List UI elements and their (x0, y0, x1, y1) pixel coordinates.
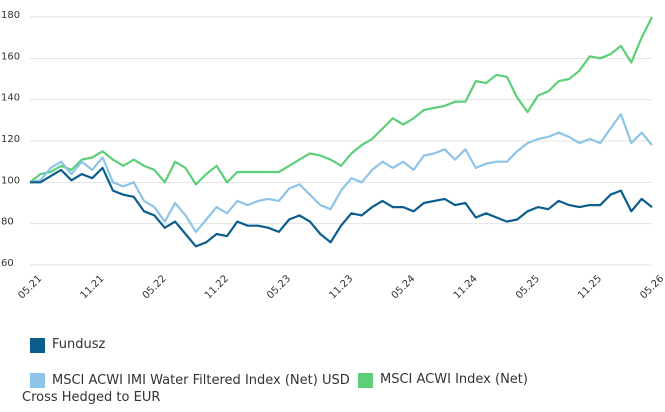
legend-item: Fundusz (30, 337, 105, 353)
legend-label: MSCI ACWI Index (Net) (380, 372, 528, 387)
y-tick-label: 140 (1, 93, 20, 104)
legend-label: Fundusz (52, 337, 106, 352)
series-line (29, 16, 653, 186)
y-tick-label: 60 (1, 258, 14, 269)
x-tick-label: 05.24 (390, 273, 418, 301)
x-tick-label: 11.25 (576, 273, 604, 301)
series-line (29, 112, 653, 233)
legend-swatch (30, 338, 45, 353)
x-tick-label: 05.26 (638, 273, 665, 301)
series-line (30, 166, 653, 248)
x-tick-label: 11.24 (452, 273, 480, 301)
x-tick-label: 11.22 (203, 273, 231, 301)
y-tick-label: 80 (1, 217, 14, 228)
legend-swatch (30, 373, 45, 388)
y-tick-label: 100 (1, 175, 20, 186)
x-tick-label: 05.22 (141, 273, 169, 301)
x-tick-label: 05.21 (16, 273, 44, 301)
legend-item: MSCI ACWI IMI Water Filtered Index (Net)… (22, 372, 350, 406)
x-tick-label: 05.23 (265, 273, 293, 301)
x-tick-label: 11.21 (79, 273, 107, 301)
legend-item: MSCI ACWI Index (Net) (358, 372, 528, 388)
legend-swatch (358, 373, 373, 388)
y-tick-label: 180 (1, 10, 20, 21)
y-tick-label: 120 (1, 134, 20, 145)
y-tick-label: 160 (1, 51, 20, 62)
x-tick-label: 11.23 (327, 273, 355, 301)
legend-label: MSCI ACWI IMI Water Filtered Index (Net)… (22, 373, 350, 405)
x-tick-label: 05.25 (514, 273, 542, 301)
chart: 60 80 100 120 140 160 180 05.21 11.21 05.22 11.22 0… (1, 10, 665, 301)
